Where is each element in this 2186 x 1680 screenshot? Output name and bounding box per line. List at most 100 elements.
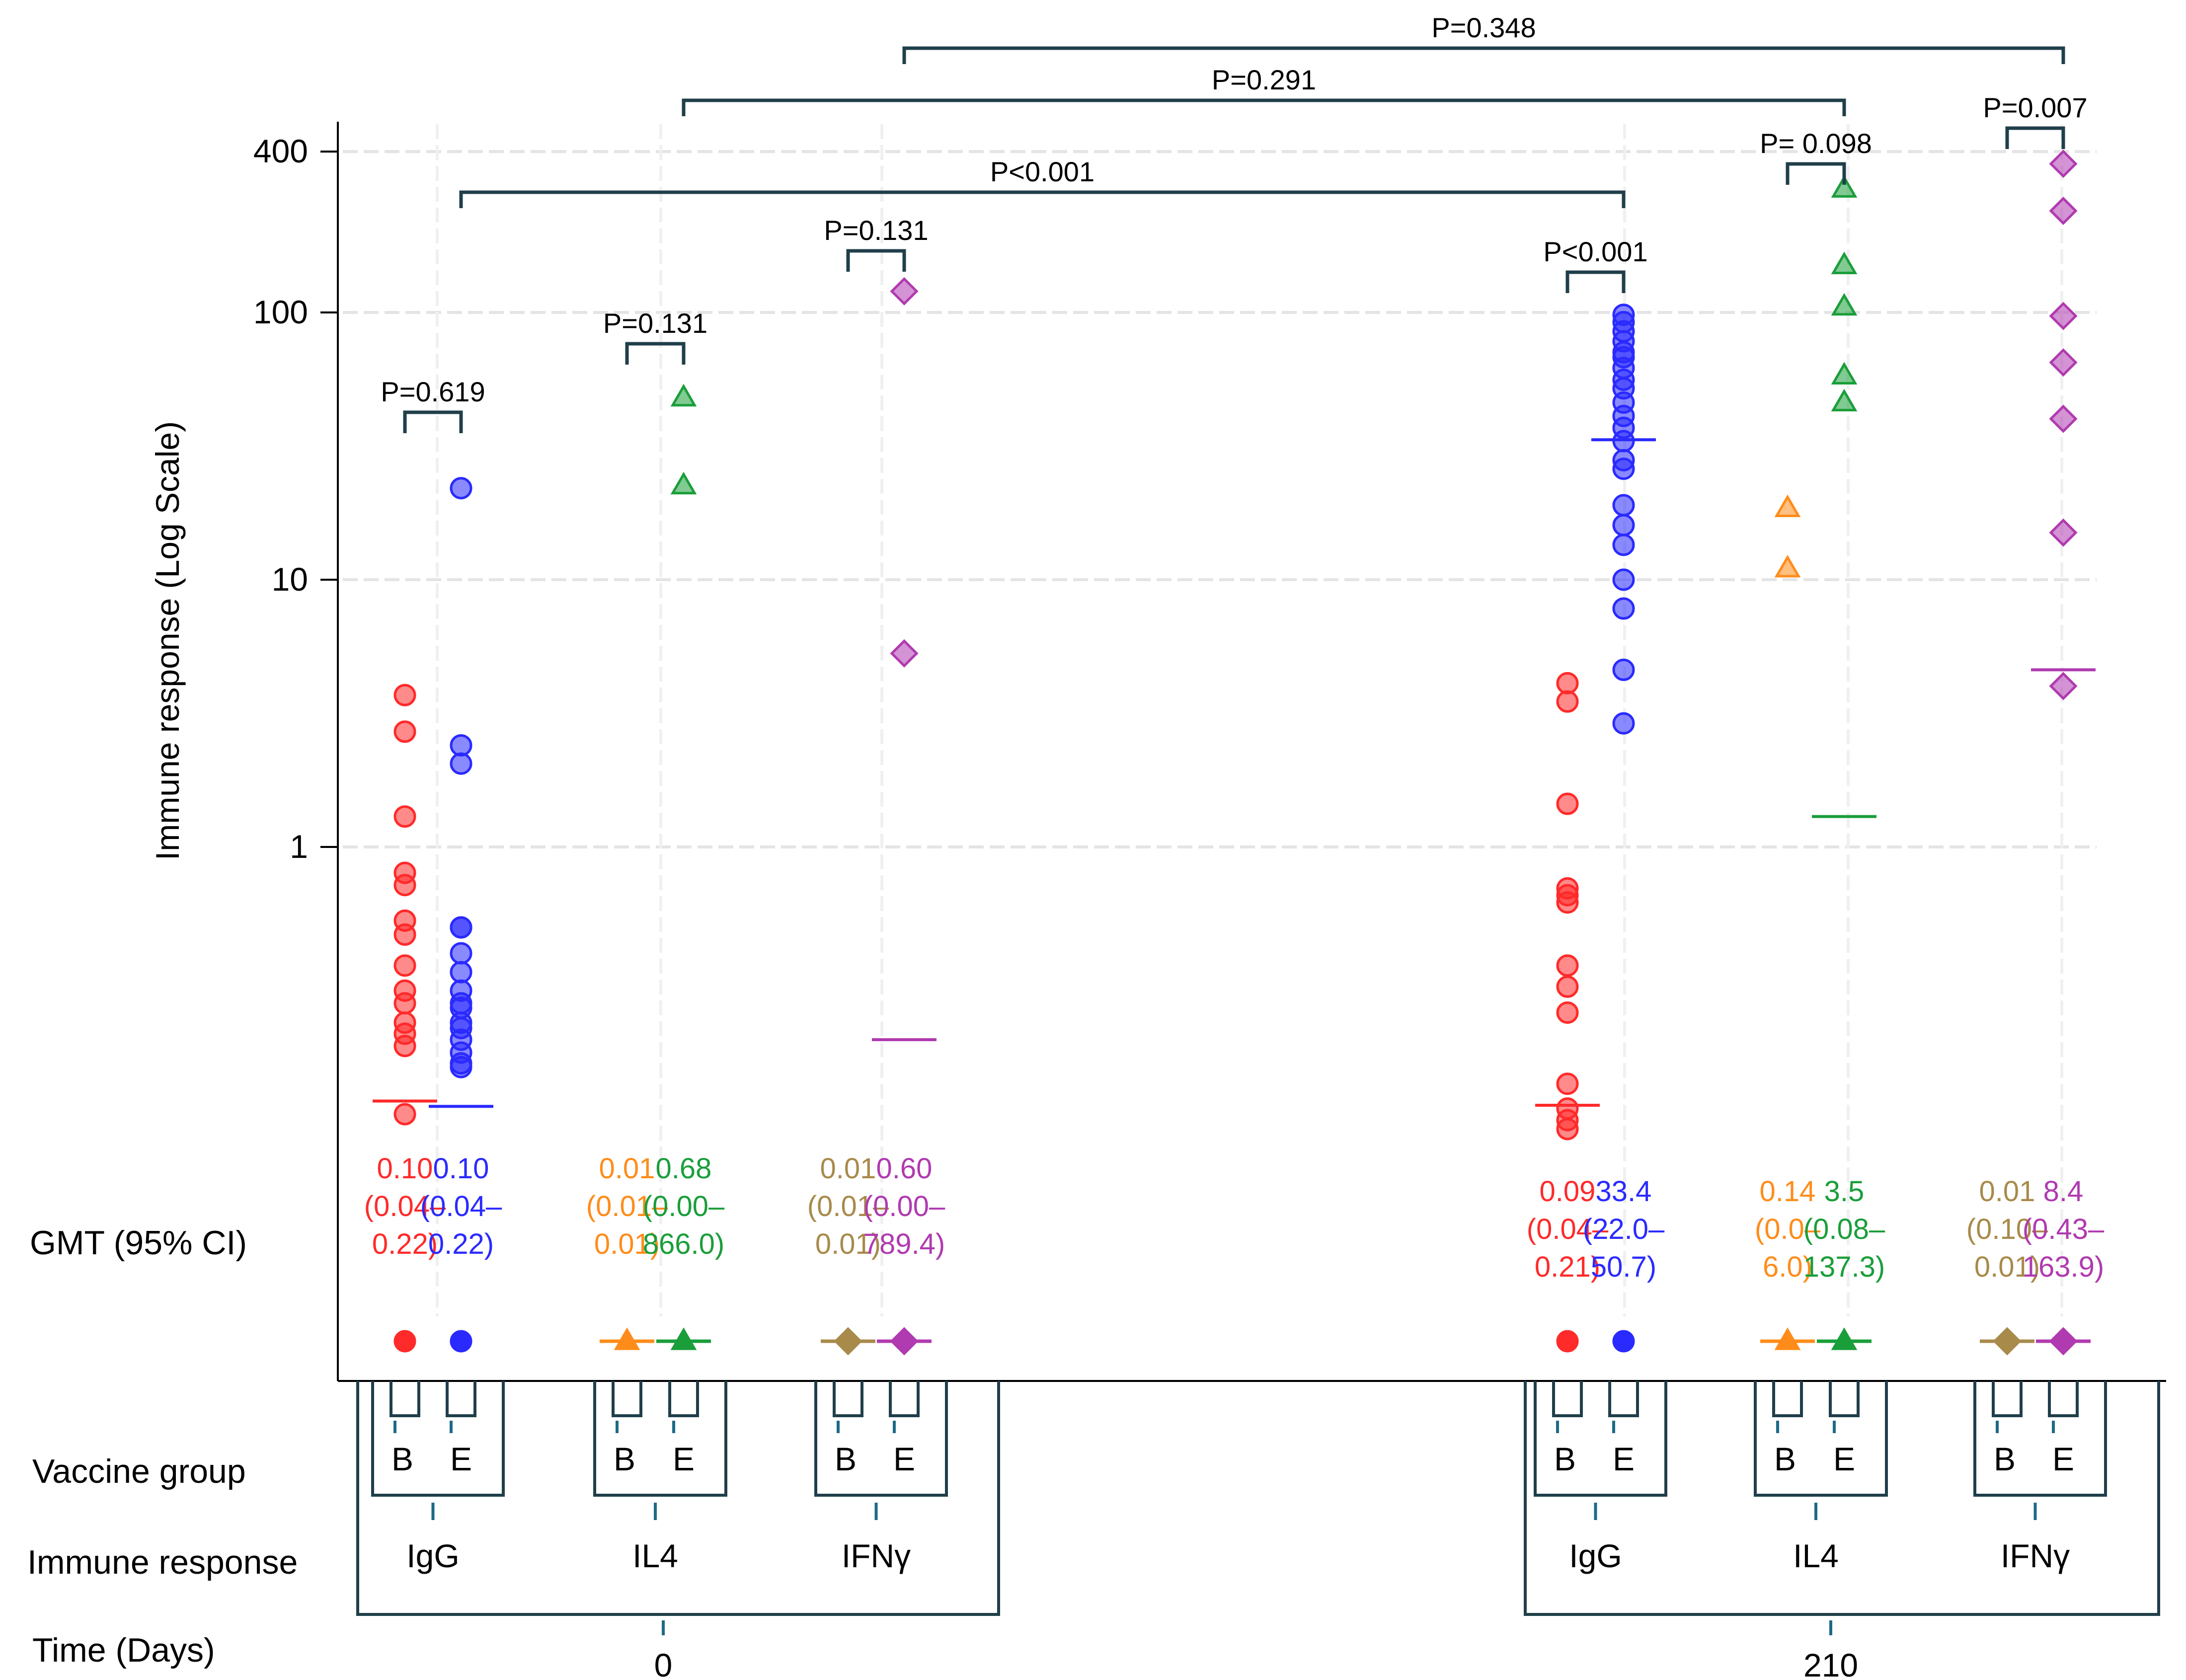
gmt-text-d0-igg-e-2: 0.22) <box>428 1228 494 1260</box>
point-d210-il4-b-1 <box>1774 554 1801 578</box>
vaccine-label-E-2: E <box>893 1441 915 1477</box>
time-label-0: 0 <box>654 1647 673 1680</box>
gmt-text-d0-igg-b-2: 0.22) <box>372 1228 438 1260</box>
gmt-text-d0-il4-b-0: 0.01 <box>599 1152 655 1185</box>
gmt-lines <box>373 438 2096 1108</box>
time-bracket-210 <box>1524 1381 2160 1616</box>
point-d210-ifn-e-4 <box>2049 404 2078 433</box>
bracket-1 <box>625 342 686 365</box>
p-value-label-5: P=0.007 <box>1983 92 2087 123</box>
gmt-row-label: GMT (95% CI) <box>30 1224 247 1262</box>
vaccine-label-E-3: E <box>1613 1441 1635 1477</box>
response-label-0: IgG <box>406 1537 459 1574</box>
vaccine-label-B-1: B <box>614 1441 635 1477</box>
response-bracket-2 <box>814 1381 948 1497</box>
point-d210-igg-b-2 <box>1556 792 1579 815</box>
group-marker-d210-igg-e <box>1612 1330 1635 1353</box>
p-value-label-8: P=0.348 <box>1431 12 1536 43</box>
gmt-text-d0-igg-e-0: 0.10 <box>433 1152 489 1185</box>
point-d0-igg-e-1 <box>450 734 472 757</box>
point-d0-igg-e-2 <box>450 752 472 775</box>
time-bracket-0 <box>356 1381 1000 1616</box>
bracket-8 <box>902 46 2065 64</box>
group-marker-d210-igg-b <box>1556 1330 1579 1353</box>
point-d210-igg-e-16 <box>1612 514 1635 536</box>
vaccine-label-E-4: E <box>1833 1441 1855 1477</box>
point-d0-igg-b-1 <box>393 720 416 743</box>
group-marker-d0-ifn-b <box>834 1327 862 1356</box>
gmt-labels: 0.10 (0.04– 0.22) 0.10 (0.04– 0.22) 0.01 (0.01–… <box>364 1152 2105 1283</box>
gmt-text-d0-ifn-e-1: (0.00– <box>863 1190 945 1222</box>
response-label-2: IFNγ <box>842 1537 911 1574</box>
point-d0-igg-e-15 <box>450 1056 472 1078</box>
vaccine-bracket-2-1 <box>889 1381 920 1417</box>
gmt-text-d210-il4-b-1: (0.0– <box>1755 1213 1821 1245</box>
bracket-4 <box>1786 162 1846 185</box>
point-d210-igg-e-18 <box>1612 568 1635 591</box>
response-bracket-1 <box>593 1381 727 1497</box>
response-bracket-4 <box>1754 1381 1888 1497</box>
group-marker-d0-il4-e <box>670 1327 697 1350</box>
point-d210-il4-e-3 <box>1831 362 1858 384</box>
point-d0-il4-e-1 <box>670 471 697 495</box>
point-d210-igg-b-5 <box>1556 891 1579 914</box>
vaccine-bracket-5-0 <box>1992 1381 2023 1417</box>
point-d210-igg-e-14 <box>1612 458 1635 480</box>
gmt-text-d210-ifn-e-1: (0.43– <box>2023 1213 2105 1245</box>
vaccine-label-B-2: B <box>835 1441 857 1477</box>
point-d0-il4-e-0 <box>670 383 697 407</box>
y-axis-label: Immune response (Log Scale) <box>149 421 186 860</box>
point-d210-igg-e-17 <box>1612 534 1635 556</box>
gmt-text-d0-il4-b-1: (0.01– <box>586 1190 668 1222</box>
point-d210-igg-e-19 <box>1612 597 1635 620</box>
response-bracket-0 <box>371 1381 505 1497</box>
point-d210-ifn-e-0 <box>2049 150 2078 178</box>
point-d210-igg-e-15 <box>1612 494 1635 517</box>
gmt-text-d210-ifn-b-2: 0.01) <box>1974 1251 2040 1283</box>
y-ticks: 400 100 10 1 <box>253 133 338 865</box>
p-value-label-4: P= 0.098 <box>1760 128 1872 159</box>
gmt-text-d210-igg-e-1: (22.0– <box>1583 1213 1665 1245</box>
vaccine-bracket-2-0 <box>833 1381 863 1417</box>
vaccine-label-E-1: E <box>673 1441 695 1477</box>
gmt-text-d0-igg-e-1: (0.04– <box>420 1190 502 1222</box>
vaccine-bracket-5-1 <box>2048 1381 2079 1417</box>
group-markers <box>393 1327 2091 1356</box>
response-bracket-3 <box>1534 1381 1667 1497</box>
y-tick-label-1: 1 <box>290 828 308 865</box>
group-marker-d210-il4-e <box>1831 1327 1858 1350</box>
gmt-text-d210-il4-b-2: 6.0) <box>1763 1251 1812 1283</box>
time-label-210: 210 <box>1803 1647 1858 1680</box>
gmt-text-d0-ifn-e-2: 789.4) <box>863 1228 945 1260</box>
point-d0-igg-b-7 <box>393 954 416 977</box>
gmt-text-d210-igg-b-1: (0.04– <box>1527 1213 1609 1245</box>
gmt-text-d210-igg-b-2: 0.21) <box>1535 1251 1600 1283</box>
point-d0-igg-b-12 <box>393 1035 416 1058</box>
gmt-text-d210-igg-e-2: 50.7) <box>1591 1251 1656 1283</box>
point-d210-ifn-e-3 <box>2049 348 2078 377</box>
vaccine-label-B-5: B <box>1994 1441 2016 1477</box>
time-row-label: Time (Days) <box>32 1631 215 1669</box>
gmt-text-d0-igg-b-1: (0.04– <box>364 1190 446 1222</box>
gmt-text-d0-ifn-b-2: 0.01) <box>815 1228 881 1260</box>
vaccine-label-B-4: B <box>1774 1441 1796 1477</box>
vaccine-bracket-3-0 <box>1552 1381 1583 1417</box>
vaccine-group-row-label: Vaccine group <box>32 1452 246 1490</box>
p-value-label-1: P=0.131 <box>603 307 707 339</box>
gmt-text-d210-il4-b-0: 0.14 <box>1760 1175 1816 1208</box>
response-label-5: IFNγ <box>2001 1537 2070 1574</box>
gmt-text-d0-ifn-b-1: (0.01– <box>807 1190 889 1222</box>
point-d0-igg-e-4 <box>450 916 472 939</box>
vaccine-bracket-4-1 <box>1829 1381 1860 1417</box>
p-value-label-2: P=0.131 <box>824 215 928 246</box>
gmt-text-d210-igg-b-0: 0.09 <box>1540 1175 1596 1208</box>
point-d0-igg-b-6 <box>393 923 416 946</box>
bracket-5 <box>2005 126 2065 149</box>
p-value-label-7: P=0.291 <box>1212 64 1316 95</box>
gmt-text-d0-il4-b-2: 0.01) <box>594 1228 660 1260</box>
point-d210-il4-e-4 <box>1831 388 1858 412</box>
point-d210-ifn-e-2 <box>2049 302 2078 330</box>
vaccine-bracket-0-0 <box>390 1381 420 1417</box>
point-d210-il4-e-1 <box>1831 251 1858 274</box>
